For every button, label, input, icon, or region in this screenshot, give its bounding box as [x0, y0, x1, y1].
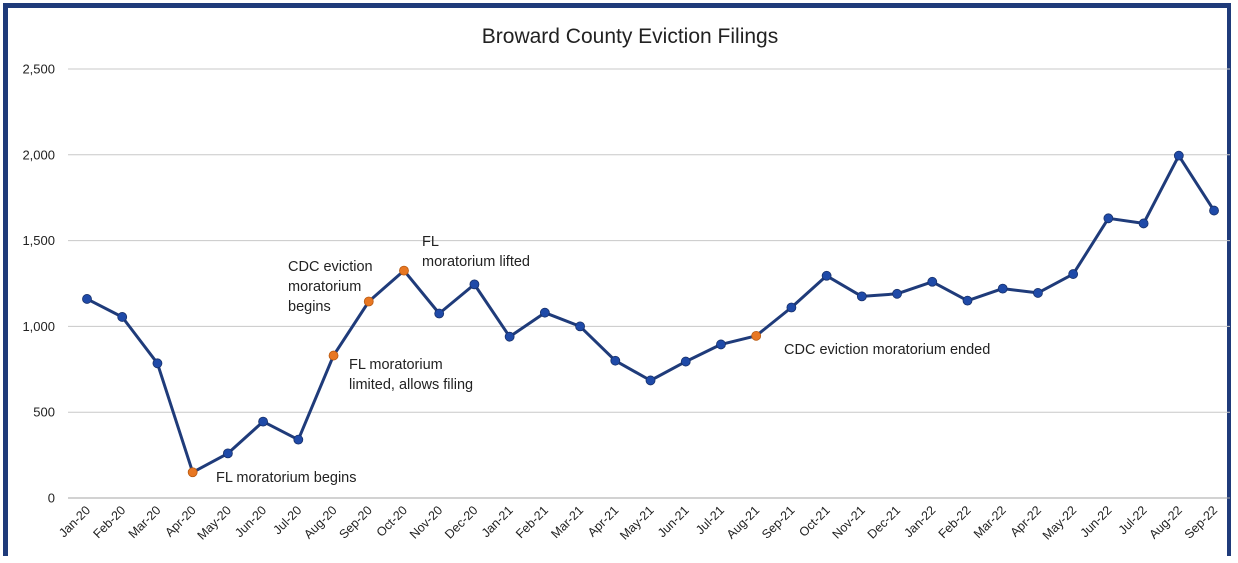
x-tick-label: Jul-21	[693, 503, 727, 537]
data-point	[716, 339, 726, 350]
y-tick-label: 1,000	[22, 319, 55, 334]
x-tick-label: Jun-21	[655, 503, 692, 540]
annotation: CDC eviction moratorium ended	[784, 342, 990, 358]
annotation-line: FL moratorium	[349, 357, 443, 373]
x-tick-label: Aug-20	[301, 503, 339, 541]
highlight-point	[399, 265, 409, 276]
x-tick-label: Sep-22	[1182, 503, 1220, 541]
annotation: FL moratorium limited, allows filing	[349, 357, 473, 393]
x-tick-label: May-22	[1040, 503, 1079, 542]
y-tick-label: 500	[33, 405, 55, 420]
data-point	[434, 308, 445, 319]
x-tick-label: Jul-22	[1116, 503, 1150, 537]
x-tick-label: Nov-21	[830, 503, 868, 541]
x-tick-label: May-20	[195, 503, 234, 542]
data-point	[1068, 269, 1079, 279]
highlight-point	[363, 296, 374, 307]
x-tick-label: Sep-20	[336, 503, 374, 541]
x-tick-label: Mar-21	[548, 503, 586, 541]
y-tick-label: 2,000	[22, 147, 55, 162]
x-tick-label: Jan-21	[479, 503, 516, 540]
annotation-line: CDC eviction	[288, 259, 373, 275]
annotation-line: moratorium	[288, 279, 361, 295]
data-point	[117, 312, 128, 322]
highlight-point	[328, 350, 339, 361]
annotation-line: FL moratorium begins	[216, 470, 357, 486]
x-tick-label: Feb-21	[513, 503, 551, 541]
series-line	[86, 154, 1216, 474]
highlight-point	[751, 330, 762, 341]
x-tick-label: Sep-21	[759, 503, 797, 541]
data-point	[293, 434, 304, 445]
data-point	[152, 358, 163, 369]
data-point	[575, 321, 585, 332]
data-point	[680, 356, 691, 367]
x-tick-label: Feb-22	[936, 503, 974, 541]
data-point	[82, 294, 92, 304]
gridlines	[68, 68, 1230, 499]
data-point	[856, 291, 867, 302]
x-tick-label: Jan-22	[901, 503, 938, 540]
y-tick-label: 1,500	[22, 233, 55, 248]
chart-title: Broward County Eviction Filings	[482, 25, 778, 48]
data-point	[997, 283, 1008, 294]
annotation-line: moratorium lifted	[422, 254, 530, 270]
x-tick-label: Aug-22	[1147, 503, 1185, 541]
x-tick-label: Jun-20	[232, 503, 269, 540]
data-point	[645, 375, 656, 386]
data-point	[258, 416, 269, 427]
data-point	[927, 276, 938, 287]
data-point	[962, 295, 973, 306]
chart-frame	[3, 3, 1231, 556]
x-tick-label: May-21	[617, 503, 656, 542]
annotation-line: FL	[422, 234, 439, 250]
data-point	[222, 448, 233, 459]
x-tick-label: Feb-20	[90, 503, 128, 541]
data-point	[1033, 288, 1043, 298]
x-tick-label: Apr-21	[585, 503, 621, 539]
data-point	[1138, 218, 1149, 229]
highlight-point	[187, 467, 198, 478]
series-line-path	[86, 154, 1216, 474]
data-point	[1209, 205, 1219, 216]
x-tick-label: Dec-21	[865, 503, 903, 541]
x-tick-label: Mar-20	[126, 503, 164, 541]
data-point	[786, 302, 797, 313]
y-tick-label: 2,500	[22, 62, 55, 77]
x-tick-label: Nov-20	[407, 503, 445, 541]
x-tick-label: Jul-20	[270, 503, 304, 537]
x-tick-label: Aug-21	[724, 503, 762, 541]
data-point	[892, 288, 902, 299]
x-tick-label: Mar-22	[971, 503, 1009, 541]
data-point	[1103, 213, 1114, 224]
x-tick-label: Apr-22	[1008, 503, 1044, 539]
annotations: FL moratorium begins FL moratorium limited…	[216, 234, 990, 486]
annotation-line: begins	[288, 299, 331, 315]
series-points	[82, 150, 1219, 478]
annotation: FL moratorium lifted	[422, 234, 530, 270]
annotation-line: CDC eviction moratorium ended	[784, 342, 990, 358]
x-tick-label: Jan-20	[56, 503, 93, 540]
data-point	[1173, 150, 1184, 161]
x-tick-label: Apr-20	[162, 503, 198, 539]
data-point	[469, 279, 480, 290]
annotation-line: limited, allows filing	[349, 377, 473, 393]
x-tick-label: Oct-21	[796, 503, 832, 539]
y-tick-label: 0	[48, 491, 55, 506]
annotation: CDC eviction moratorium begins	[288, 259, 373, 315]
data-point	[504, 331, 515, 342]
x-tick-label: Oct-20	[374, 503, 410, 539]
annotation: FL moratorium begins	[216, 470, 357, 486]
data-point	[539, 307, 550, 318]
data-point	[610, 355, 621, 366]
data-point	[821, 270, 832, 281]
y-axis-ticks: 0 500 1,000 1,500 2,000 2,500	[22, 62, 55, 506]
x-tick-label: Dec-20	[442, 503, 480, 541]
x-tick-label: Jun-22	[1078, 503, 1115, 540]
